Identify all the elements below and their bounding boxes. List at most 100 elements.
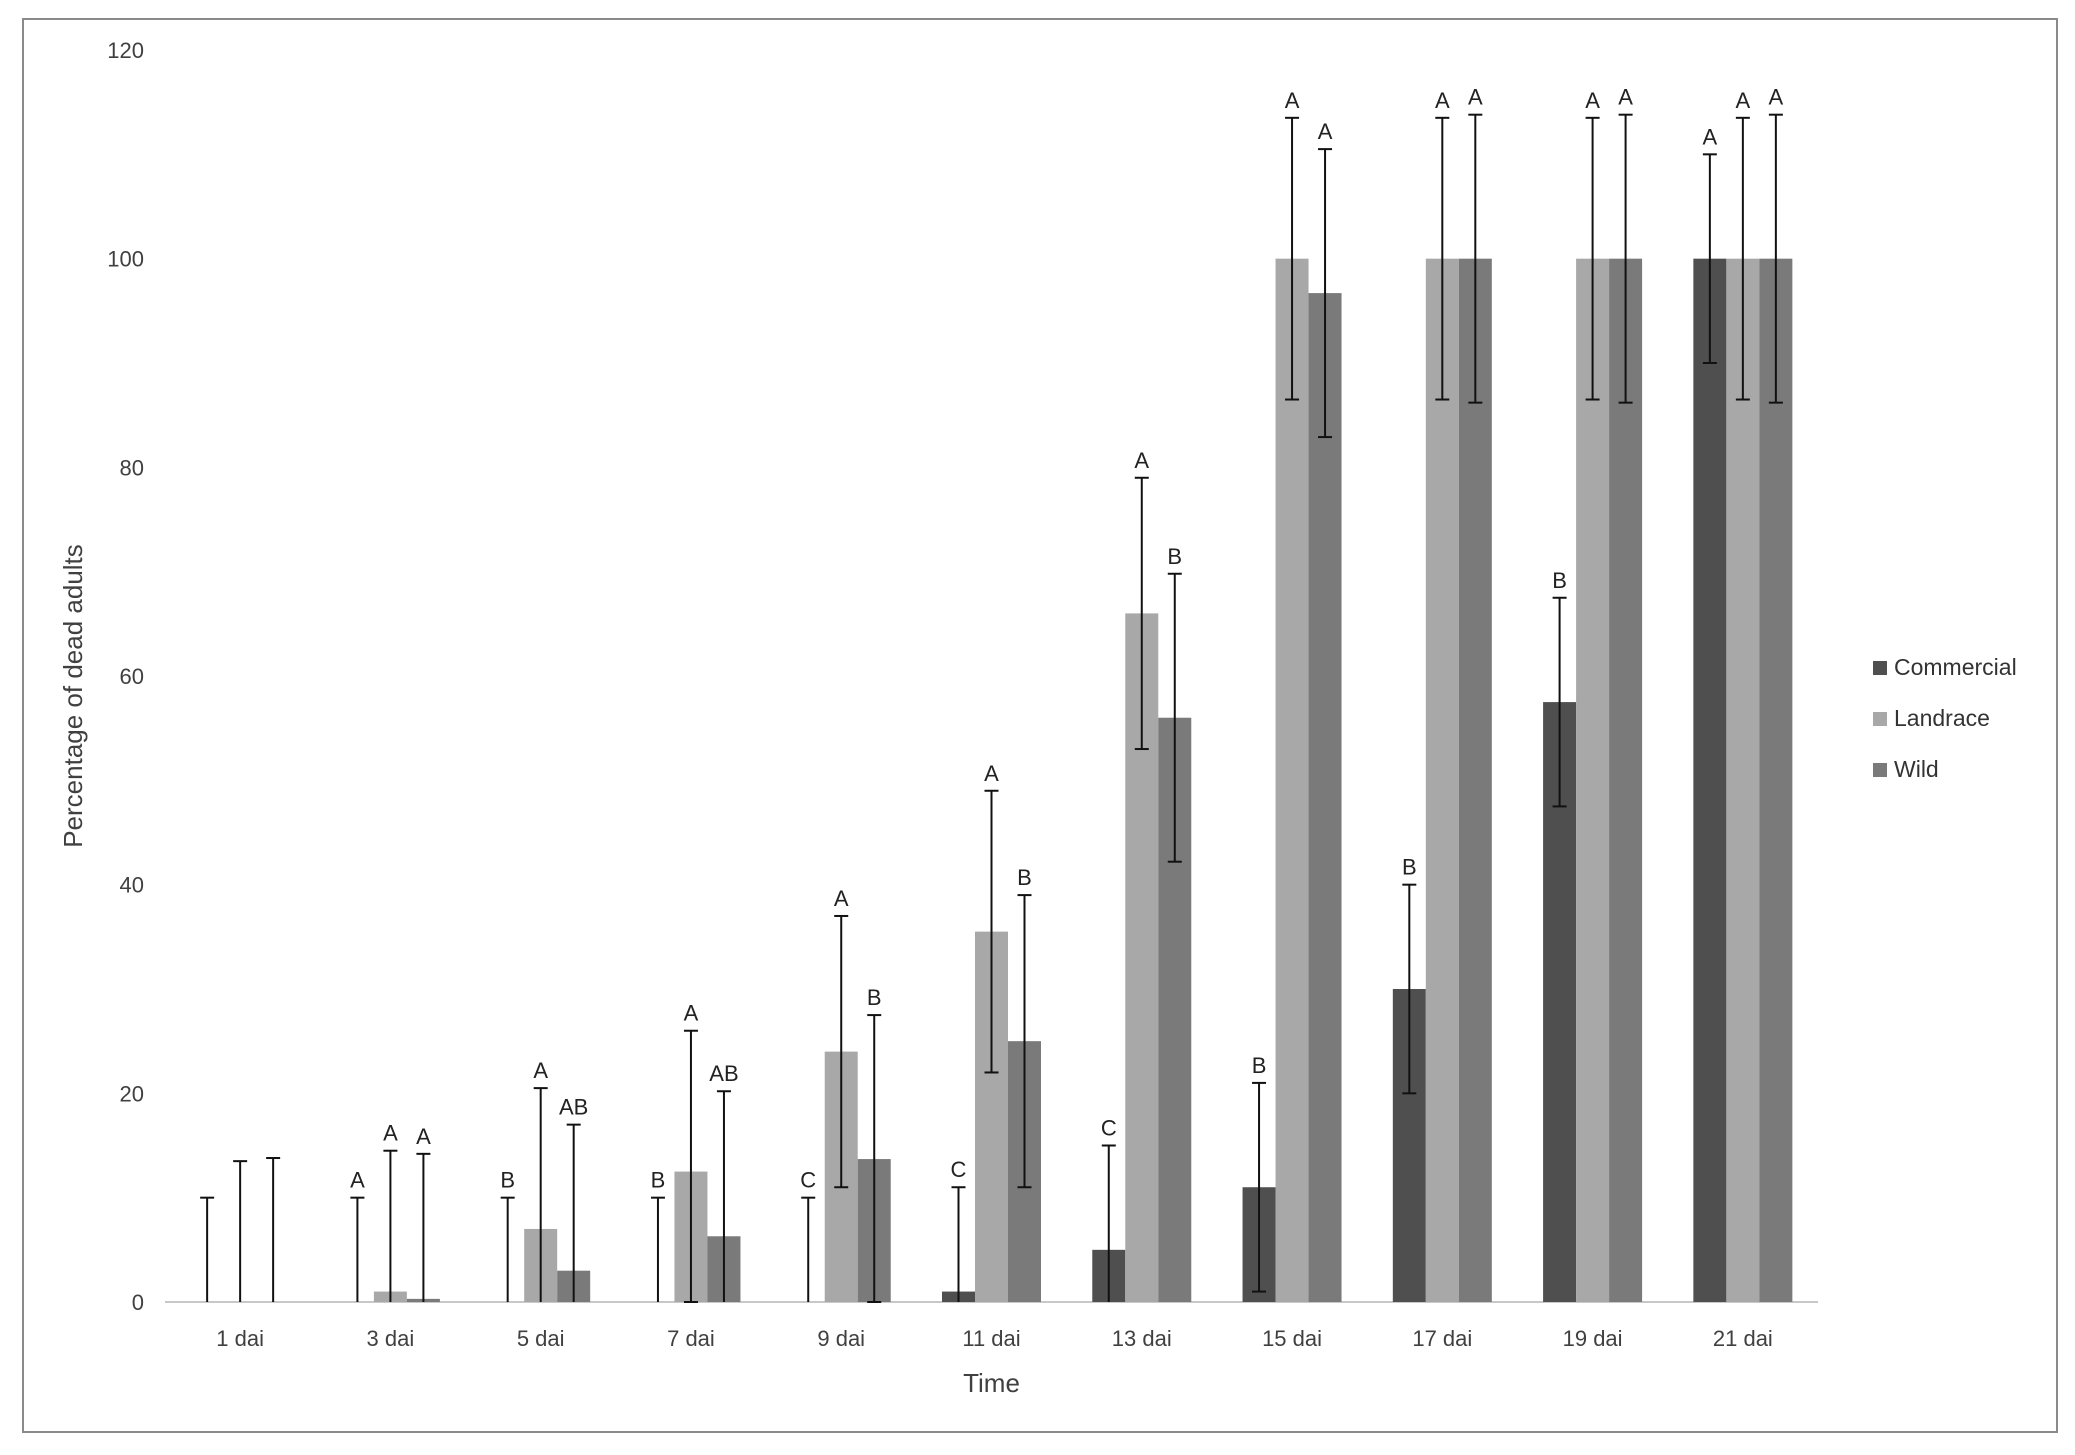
legend-label: Landrace [1894, 705, 1990, 731]
significance-letter: B [1167, 544, 1182, 569]
x-tick-label: 13 dai [1112, 1326, 1172, 1351]
x-tick-label: 5 dai [517, 1326, 565, 1351]
y-tick-label: 40 [120, 873, 144, 898]
error-bar [533, 1087, 548, 1302]
error-bar [1552, 596, 1567, 808]
significance-letter: B [1402, 855, 1417, 880]
bar-landrace [1726, 258, 1760, 1303]
error-bar [500, 1196, 515, 1302]
significance-letter: A [1618, 85, 1633, 110]
error-bar [801, 1196, 816, 1302]
significance-letter: C [951, 1157, 967, 1182]
significance-letter: A [350, 1168, 365, 1193]
error-bar [1735, 116, 1750, 401]
x-tick-label: 9 dai [817, 1326, 865, 1351]
bar-wild [1308, 293, 1342, 1302]
x-axis-title: Time [963, 1368, 1020, 1398]
error-bar [1435, 116, 1450, 401]
x-tick-label: 21 dai [1713, 1326, 1773, 1351]
error-bar [383, 1149, 398, 1302]
error-bar [200, 1196, 215, 1302]
significance-letter: C [800, 1168, 816, 1193]
significance-letter: B [500, 1168, 515, 1193]
error-bar [867, 1014, 882, 1303]
significance-letter: AB [709, 1061, 738, 1086]
significance-letter: B [867, 985, 882, 1010]
legend-item-commercial: Commercial [1873, 654, 2017, 680]
significance-letter: A [1285, 88, 1300, 113]
y-axis-ticks: 0 20 40 60 80 100 120 [107, 38, 144, 1315]
significance-letter: B [1252, 1053, 1267, 1078]
x-tick-label: 7 dai [667, 1326, 715, 1351]
bars-layer [373, 258, 1793, 1303]
error-bar [1402, 883, 1417, 1095]
error-bar [1768, 113, 1783, 404]
error-bar [1252, 1081, 1267, 1293]
y-tick-label: 120 [107, 38, 144, 63]
legend-swatch [1873, 712, 1887, 726]
significance-letter: A [1736, 88, 1751, 113]
error-bar [1618, 113, 1633, 404]
error-bar [1134, 476, 1149, 751]
bar-commercial [1693, 258, 1727, 1303]
y-tick-label: 0 [132, 1290, 144, 1315]
bar-landrace [1425, 258, 1459, 1303]
legend: Commercial Landrace Wild [1873, 654, 2017, 782]
x-tick-label: 19 dai [1563, 1326, 1623, 1351]
significance-letter: C [1101, 1116, 1117, 1141]
significance-letter: A [1703, 124, 1718, 149]
error-bar [1101, 1144, 1116, 1302]
error-bars-layer [200, 113, 1783, 1303]
error-bar [716, 1090, 731, 1302]
error-bar [416, 1152, 431, 1302]
significance-letter: A [1769, 85, 1784, 110]
significance-letter: A [1318, 119, 1333, 144]
x-tick-label: 1 dai [216, 1326, 264, 1351]
error-bar [683, 1029, 698, 1303]
legend-swatch [1873, 763, 1887, 777]
significance-letter: B [651, 1168, 666, 1193]
error-bar [1318, 148, 1333, 439]
bar-landrace [1576, 258, 1610, 1303]
bar-wild [1458, 258, 1492, 1303]
x-axis-ticks: 1 dai 3 dai 5 dai 7 dai 9 dai 11 dai 13 dai 15 … [216, 1326, 1773, 1351]
x-tick-label: 17 dai [1412, 1326, 1472, 1351]
significance-letter: B [1017, 865, 1032, 890]
error-bar [951, 1186, 966, 1302]
error-bar [1017, 894, 1032, 1189]
y-tick-label: 20 [120, 1081, 144, 1106]
significance-letter: A [684, 1001, 699, 1026]
x-tick-label: 3 dai [367, 1326, 415, 1351]
y-tick-label: 80 [120, 455, 144, 480]
legend-swatch [1873, 661, 1887, 675]
significance-letter: A [533, 1058, 548, 1083]
error-bar [233, 1160, 248, 1302]
legend-label: Commercial [1894, 654, 2017, 680]
error-bar [1167, 572, 1182, 863]
error-bar [650, 1196, 665, 1302]
significance-letter: B [1552, 568, 1567, 593]
y-tick-label: 100 [107, 247, 144, 272]
significance-letter: A [1435, 88, 1450, 113]
bar-wild [1759, 258, 1793, 1303]
significance-letter: A [984, 761, 999, 786]
significance-letter: A [834, 886, 849, 911]
legend-label: Wild [1894, 756, 1939, 782]
significance-letter: A [1468, 85, 1483, 110]
error-bar [1285, 116, 1300, 401]
significance-letter: A [416, 1124, 431, 1149]
error-bar [1585, 116, 1600, 401]
significance-letter: AB [559, 1095, 588, 1120]
error-bar [266, 1157, 281, 1302]
x-tick-label: 11 dai [962, 1326, 1020, 1351]
error-bar [1468, 113, 1483, 404]
significance-letter: A [1134, 448, 1149, 473]
error-bar [1702, 153, 1717, 364]
error-bar [350, 1196, 365, 1302]
y-tick-label: 60 [120, 664, 144, 689]
legend-item-landrace: Landrace [1873, 705, 1990, 731]
legend-item-wild: Wild [1873, 756, 1939, 782]
y-axis-title: Percentage of dead adults [58, 544, 88, 848]
